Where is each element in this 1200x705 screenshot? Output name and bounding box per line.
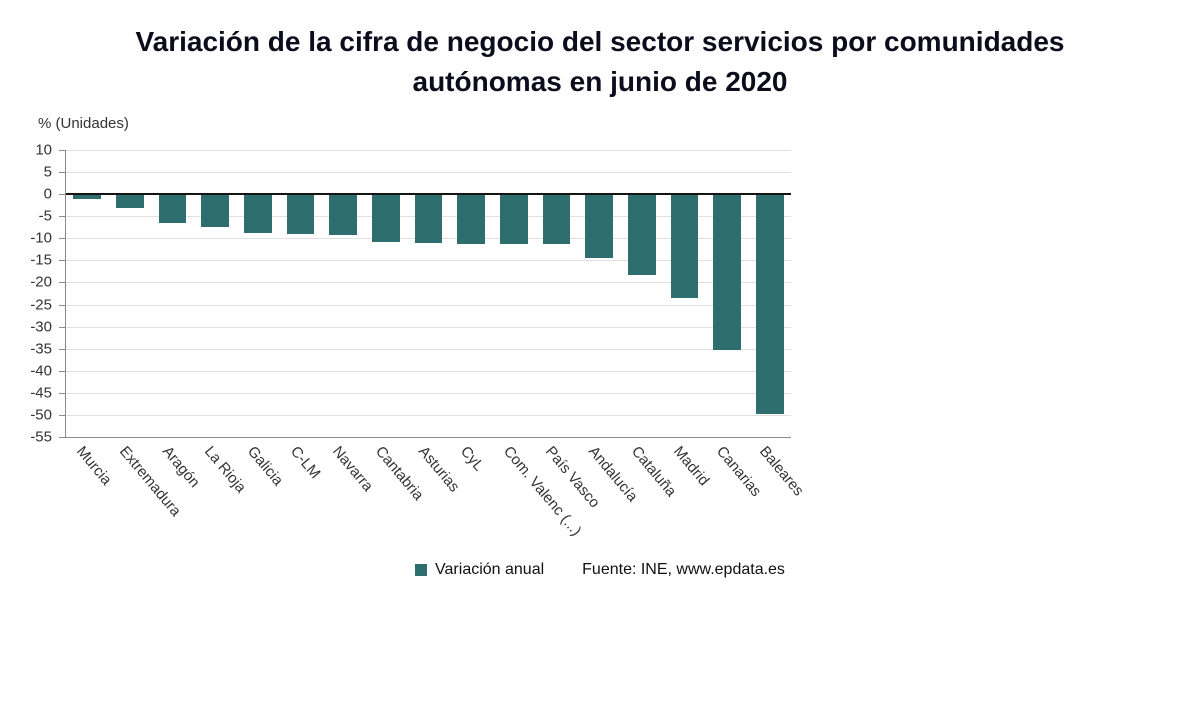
bar (73, 194, 102, 199)
bar (158, 194, 187, 224)
x-axis-labels: Murcia Extremadura Aragón La Rioja Galicia C-… (65, 438, 806, 578)
x-tick-label: CyL (457, 443, 488, 475)
gridline (66, 282, 791, 284)
y-tick-mark (59, 216, 65, 218)
y-tick-label: -55 (30, 428, 52, 446)
chart-title: Variación de la cifra de negocio del sec… (0, 22, 1200, 102)
x-tick-label: Murcia (73, 443, 116, 489)
y-tick-mark (59, 392, 65, 394)
chart-title-line1: Variación de la cifra de negocio del sec… (135, 26, 1065, 57)
legend-swatch (415, 564, 428, 576)
x-tick-label: Navarra (329, 443, 377, 495)
y-tick-label: -45 (30, 384, 52, 402)
legend-item-variacion-anual[interactable]: Variación anual (415, 561, 544, 579)
gridline (66, 172, 791, 174)
y-tick-mark (59, 414, 65, 416)
chart-title-line2: autónomas en junio de 2020 (412, 66, 788, 97)
source-label: Fuente: INE, www.epdata.es (582, 561, 785, 578)
y-tick-mark (59, 238, 65, 240)
y-tick-label: -40 (30, 362, 52, 380)
bar (542, 194, 571, 245)
gridline (66, 260, 791, 262)
y-tick-label: 5 (43, 163, 52, 181)
x-tick-label: Galicia (243, 443, 287, 490)
bar (371, 194, 400, 243)
gridline (66, 370, 791, 372)
y-tick-mark (59, 282, 65, 284)
y-tick-label: -20 (30, 273, 52, 291)
y-tick-label: -25 (30, 296, 52, 314)
gridline (66, 348, 791, 350)
bar (585, 194, 613, 259)
y-tick-mark (59, 194, 65, 196)
x-tick-label: La Rioja (201, 443, 250, 497)
y-tick-label: -50 (30, 406, 52, 424)
bar (116, 194, 144, 209)
y-tick-mark (59, 304, 65, 306)
y-tick-mark (59, 150, 65, 151)
bar (499, 194, 528, 244)
gridline (66, 326, 791, 328)
x-tick-label: Madrid (670, 443, 713, 490)
y-axis-unit-label: % (Unidades) (38, 115, 129, 132)
bar (627, 194, 656, 276)
gridline (66, 392, 791, 394)
x-tick-label: C-LM (286, 443, 324, 483)
bar (286, 194, 315, 235)
y-tick-label: -30 (30, 318, 52, 336)
y-tick-mark (59, 370, 65, 372)
bar (329, 194, 358, 236)
bar (713, 194, 741, 350)
bar (201, 194, 230, 228)
gridline (66, 304, 791, 306)
gridline (66, 414, 791, 416)
bar (457, 194, 485, 245)
y-tick-label: -35 (30, 340, 52, 358)
y-tick-mark (59, 348, 65, 350)
y-tick-label: -5 (38, 207, 52, 225)
plot-area (65, 150, 791, 438)
bar (670, 194, 699, 299)
x-tick-label: Aragón (158, 443, 203, 491)
y-tick-label: -15 (30, 251, 52, 269)
x-tick-label: Com. Valenc (...) (499, 443, 585, 540)
zero-line (66, 193, 791, 196)
y-tick-mark (59, 172, 65, 174)
gridline (66, 150, 791, 151)
bar (244, 194, 272, 234)
y-tick-label: 0 (43, 185, 52, 203)
x-tick-label: Baleares (755, 443, 807, 500)
legend-label: Variación anual (435, 561, 545, 578)
y-tick-mark (59, 260, 65, 262)
y-tick-mark (59, 326, 65, 328)
bar (414, 194, 443, 244)
y-tick-label: -10 (30, 229, 52, 247)
y-axis: 10 5 0 -5 -10 -15 -20 -25 -30 -35 -40 -45 -50 -55 (0, 142, 65, 446)
legend: Variación anual Fuente: INE, www.epdata.… (0, 561, 1200, 579)
y-tick-label: 10 (35, 141, 52, 159)
y-tick-mark (59, 437, 65, 438)
bar (755, 194, 784, 415)
